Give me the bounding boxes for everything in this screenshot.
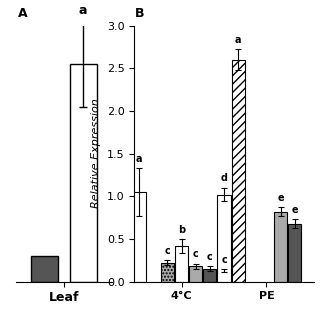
Text: B: B: [134, 7, 144, 20]
Text: b: b: [178, 225, 185, 235]
Text: a: a: [79, 4, 87, 17]
Text: c: c: [193, 249, 199, 260]
Bar: [203, 269, 216, 282]
Bar: [232, 60, 245, 282]
Text: e: e: [292, 205, 298, 215]
Bar: [288, 224, 301, 282]
Text: c: c: [207, 252, 213, 262]
Text: c: c: [221, 254, 227, 265]
Text: c: c: [164, 246, 170, 256]
Text: d: d: [220, 173, 228, 183]
Text: e: e: [277, 193, 284, 203]
Bar: [217, 195, 231, 282]
Bar: [274, 212, 287, 282]
Text: a: a: [136, 154, 142, 164]
Bar: [217, 270, 231, 282]
Text: A: A: [18, 7, 28, 20]
Bar: [70, 64, 97, 282]
Bar: [175, 246, 188, 282]
Bar: [31, 256, 58, 282]
Bar: [132, 192, 146, 282]
Bar: [161, 263, 174, 282]
Y-axis label: Relative Expression: Relative Expression: [92, 99, 101, 208]
Bar: [189, 266, 202, 282]
Text: a: a: [235, 35, 241, 45]
